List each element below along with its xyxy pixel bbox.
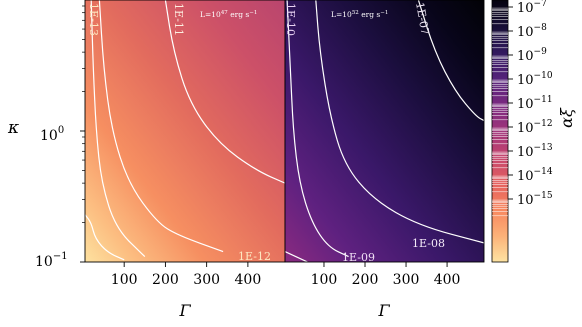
colorbar-tick-label: 10−7 — [517, 0, 547, 16]
contour-line — [85, 214, 125, 261]
right-contour-label: 1E-07 — [413, 1, 432, 36]
right-heatmap — [285, 0, 484, 262]
left-contours — [85, 0, 285, 261]
x-tick-label: 200 — [152, 272, 179, 288]
colorbar-tick-label: 10−8 — [517, 23, 547, 40]
contour-line — [315, 0, 484, 244]
contour-line — [90, 0, 146, 258]
right-axes-frame — [284, 0, 485, 263]
right-contour-label: 1E-09 — [342, 251, 375, 264]
colorbar-tick-label: 10−10 — [517, 71, 553, 88]
colorbar: 10−7 10−8 10−9 10−10 10−11 10−12 10−13 10−14 10−… — [491, 0, 576, 263]
x-tick-label: 300 — [193, 272, 220, 288]
left-luminosity-annotation: L=1047 erg s−1 — [200, 10, 257, 19]
x-tick-label: 400 — [235, 272, 262, 288]
y-tick-label: 100 — [40, 125, 64, 144]
x-tick-label: 300 — [393, 272, 420, 288]
left-contour-label: 1E-11 — [172, 3, 185, 36]
colorbar-label: αξ — [557, 107, 576, 128]
contour-line — [164, 0, 285, 184]
x-tick-label: 200 — [352, 272, 379, 288]
x-axis-label-left: Γ — [178, 301, 191, 320]
y-axis-label: κ — [7, 118, 19, 138]
left-contour-label: 1E-13 — [87, 3, 100, 36]
colorbar-tick-label: 10−14 — [517, 167, 553, 184]
colorbar-tick-label: 10−15 — [517, 191, 553, 208]
x-tick-label: 400 — [434, 272, 461, 288]
colorbar-tick-label: 10−13 — [517, 143, 553, 160]
right-contour-label: 1E-08 — [412, 237, 445, 250]
right-contour-label: 1E-10 — [284, 3, 297, 36]
colorbar-tick-label: 10−12 — [517, 119, 553, 136]
colorbar-tick-label: 10−11 — [517, 95, 553, 112]
y-tick-label: 10−1 — [35, 251, 68, 270]
left-heatmap — [85, 0, 285, 262]
y-axis: 100 10−1 κ — [7, 5, 85, 270]
colorbar-tick-label: 10−9 — [517, 47, 547, 64]
right-panel: L=1052 erg s−1 1E-10 1E-07 1E-09 1E-08 — [284, 0, 485, 264]
x-axis-label-right: Γ — [377, 301, 390, 320]
right-luminosity-annotation: L=1052 erg s−1 — [331, 10, 388, 19]
contour-line — [417, 0, 484, 122]
left-panel: L=1047 erg s−1 1E-13 1E-11 1E-12 — [84, 0, 286, 263]
x-tick-label: 100 — [311, 272, 338, 288]
contour-line — [98, 0, 224, 253]
x-tick-label: 100 — [111, 272, 138, 288]
contour-line — [286, 0, 349, 258]
x-axes: 100 200 300 400 100 200 300 400 — [111, 262, 461, 288]
left-contour-label: 1E-12 — [238, 250, 271, 263]
